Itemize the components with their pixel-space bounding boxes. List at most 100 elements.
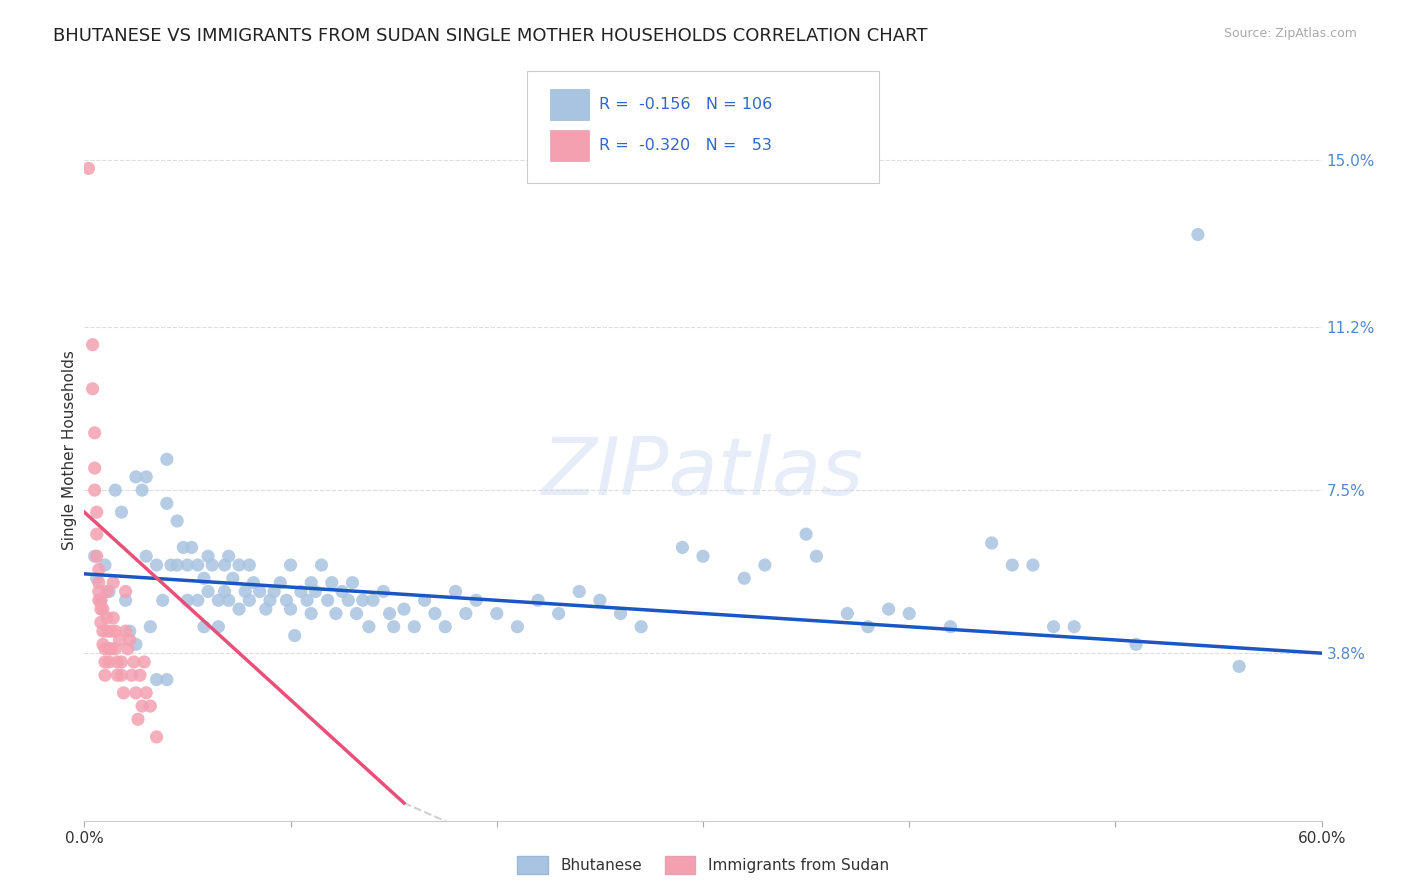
Point bbox=[103, 575, 125, 590]
Point bbox=[434, 620, 457, 634]
Point bbox=[118, 624, 141, 639]
Point bbox=[1187, 227, 1209, 242]
Point bbox=[193, 571, 215, 585]
Point bbox=[361, 593, 384, 607]
Point bbox=[201, 558, 224, 572]
Point bbox=[100, 641, 122, 656]
Point bbox=[112, 686, 135, 700]
Point bbox=[135, 470, 157, 484]
Point bbox=[100, 624, 122, 639]
Point bbox=[197, 549, 219, 564]
Point bbox=[180, 541, 202, 555]
Point bbox=[145, 730, 167, 744]
Point bbox=[222, 571, 245, 585]
Point bbox=[83, 549, 105, 564]
Point bbox=[135, 549, 157, 564]
Point bbox=[589, 593, 612, 607]
Point bbox=[373, 584, 395, 599]
Point bbox=[263, 584, 285, 599]
Point bbox=[91, 602, 114, 616]
Point bbox=[129, 668, 152, 682]
Point bbox=[238, 593, 260, 607]
Point bbox=[118, 632, 141, 647]
Point bbox=[87, 562, 110, 576]
Point bbox=[131, 699, 153, 714]
Point bbox=[114, 593, 136, 607]
Text: Source: ZipAtlas.com: Source: ZipAtlas.com bbox=[1223, 27, 1357, 40]
Point bbox=[156, 496, 179, 510]
Y-axis label: Single Mother Households: Single Mother Households bbox=[62, 351, 77, 550]
Point bbox=[346, 607, 368, 621]
Point bbox=[269, 575, 291, 590]
Point bbox=[242, 575, 264, 590]
Point bbox=[671, 541, 693, 555]
Point bbox=[193, 620, 215, 634]
Point bbox=[980, 536, 1002, 550]
Point bbox=[77, 161, 100, 176]
Point bbox=[145, 558, 167, 572]
Point bbox=[304, 584, 326, 599]
Point bbox=[94, 641, 117, 656]
Point bbox=[110, 655, 132, 669]
Point bbox=[98, 641, 121, 656]
Point bbox=[94, 668, 117, 682]
Point bbox=[125, 470, 148, 484]
Point bbox=[352, 593, 374, 607]
Point bbox=[1227, 659, 1250, 673]
Point bbox=[156, 673, 179, 687]
Point bbox=[299, 575, 322, 590]
Point bbox=[228, 602, 250, 616]
Point bbox=[125, 637, 148, 651]
Text: R =  -0.320   N =   53: R = -0.320 N = 53 bbox=[599, 138, 772, 153]
Point bbox=[83, 483, 105, 497]
Point bbox=[86, 571, 108, 585]
Point bbox=[321, 575, 343, 590]
Point bbox=[187, 558, 209, 572]
Point bbox=[382, 620, 405, 634]
Point bbox=[104, 641, 127, 656]
Point bbox=[105, 668, 128, 682]
Point bbox=[127, 712, 149, 726]
Point bbox=[96, 584, 118, 599]
Point bbox=[82, 382, 104, 396]
Point bbox=[145, 673, 167, 687]
Point bbox=[413, 593, 436, 607]
Point bbox=[152, 593, 174, 607]
Point bbox=[214, 584, 236, 599]
Text: BHUTANESE VS IMMIGRANTS FROM SUDAN SINGLE MOTHER HOUSEHOLDS CORRELATION CHART: BHUTANESE VS IMMIGRANTS FROM SUDAN SINGL… bbox=[53, 27, 928, 45]
Point bbox=[176, 593, 198, 607]
Point bbox=[110, 505, 132, 519]
Point bbox=[733, 571, 755, 585]
Point bbox=[254, 602, 277, 616]
Point bbox=[91, 637, 114, 651]
Point bbox=[423, 607, 446, 621]
Point bbox=[83, 425, 105, 440]
Point bbox=[105, 655, 128, 669]
Point bbox=[284, 628, 307, 642]
Point bbox=[122, 655, 145, 669]
Point bbox=[214, 558, 236, 572]
Point bbox=[392, 602, 415, 616]
Point bbox=[90, 593, 112, 607]
Point bbox=[378, 607, 401, 621]
Point bbox=[1001, 558, 1024, 572]
Point bbox=[357, 620, 380, 634]
Point bbox=[325, 607, 347, 621]
Point bbox=[83, 461, 105, 475]
Point bbox=[94, 558, 117, 572]
Point bbox=[311, 558, 333, 572]
Point bbox=[444, 584, 467, 599]
Point bbox=[609, 607, 631, 621]
Point bbox=[280, 558, 302, 572]
Point bbox=[121, 668, 143, 682]
Point bbox=[197, 584, 219, 599]
Point bbox=[86, 527, 108, 541]
Point bbox=[90, 593, 112, 607]
Point bbox=[117, 641, 139, 656]
Point bbox=[939, 620, 962, 634]
Point bbox=[87, 593, 110, 607]
Point bbox=[276, 593, 298, 607]
Point bbox=[692, 549, 714, 564]
Point bbox=[172, 541, 194, 555]
Point bbox=[86, 549, 108, 564]
